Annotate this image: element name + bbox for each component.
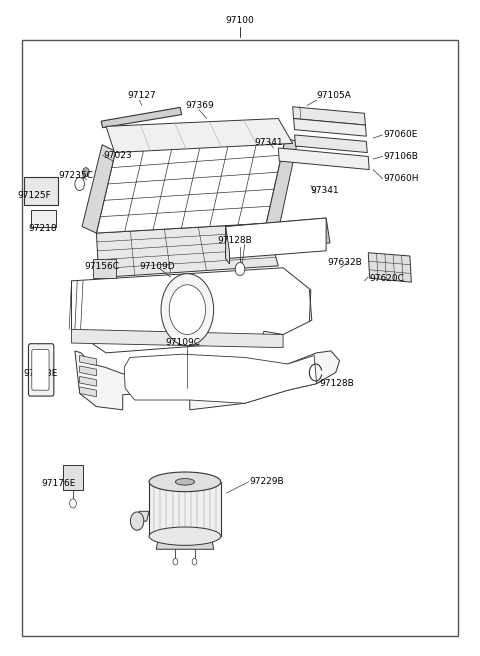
- Text: 97229B: 97229B: [250, 478, 284, 486]
- Text: 97341: 97341: [311, 186, 339, 195]
- Text: 97369: 97369: [185, 101, 214, 110]
- Text: 97109D: 97109D: [140, 262, 175, 271]
- Polygon shape: [106, 119, 293, 153]
- FancyBboxPatch shape: [22, 40, 458, 636]
- Polygon shape: [293, 107, 365, 125]
- Ellipse shape: [149, 472, 221, 491]
- Circle shape: [75, 177, 84, 190]
- Polygon shape: [82, 145, 116, 233]
- Text: 97105A: 97105A: [317, 91, 351, 100]
- Text: 97341: 97341: [254, 138, 283, 146]
- Polygon shape: [294, 119, 366, 136]
- Polygon shape: [72, 329, 283, 348]
- Text: 97127: 97127: [128, 91, 156, 100]
- Polygon shape: [96, 223, 278, 277]
- Circle shape: [131, 512, 144, 530]
- Circle shape: [70, 499, 76, 508]
- Polygon shape: [80, 387, 96, 397]
- Polygon shape: [278, 148, 369, 170]
- Polygon shape: [226, 226, 229, 264]
- FancyBboxPatch shape: [28, 344, 54, 396]
- Text: 97100: 97100: [226, 16, 254, 25]
- FancyBboxPatch shape: [24, 177, 58, 205]
- Text: 97060E: 97060E: [384, 131, 418, 139]
- Text: 97128B: 97128B: [319, 379, 354, 388]
- Polygon shape: [295, 135, 367, 153]
- Polygon shape: [368, 253, 411, 282]
- Text: 97125F: 97125F: [17, 192, 51, 200]
- Text: 97023: 97023: [104, 151, 132, 159]
- Circle shape: [169, 285, 205, 335]
- Text: 97620C: 97620C: [369, 274, 404, 283]
- FancyBboxPatch shape: [63, 466, 83, 490]
- Polygon shape: [75, 351, 339, 410]
- Polygon shape: [72, 268, 311, 353]
- Circle shape: [83, 168, 89, 176]
- Polygon shape: [137, 511, 149, 521]
- Polygon shape: [156, 536, 214, 549]
- Polygon shape: [80, 366, 96, 376]
- FancyBboxPatch shape: [93, 258, 116, 278]
- Circle shape: [235, 262, 245, 276]
- Text: 97632B: 97632B: [327, 258, 362, 267]
- FancyBboxPatch shape: [32, 350, 49, 390]
- Polygon shape: [80, 377, 96, 386]
- Polygon shape: [266, 138, 298, 226]
- Polygon shape: [124, 354, 317, 403]
- Text: 97108E: 97108E: [24, 369, 58, 379]
- Text: 97235C: 97235C: [58, 171, 93, 180]
- Text: 97060H: 97060H: [384, 174, 419, 183]
- Polygon shape: [96, 138, 286, 233]
- Circle shape: [192, 558, 197, 565]
- Text: 97128B: 97128B: [217, 236, 252, 245]
- Polygon shape: [101, 108, 181, 128]
- Text: 97156C: 97156C: [84, 262, 120, 271]
- Ellipse shape: [149, 527, 221, 545]
- Text: 97176E: 97176E: [41, 479, 76, 487]
- Polygon shape: [149, 482, 221, 536]
- Text: 97218: 97218: [28, 224, 57, 233]
- Ellipse shape: [175, 479, 194, 485]
- Text: 97106B: 97106B: [384, 152, 419, 161]
- Circle shape: [173, 558, 178, 565]
- FancyBboxPatch shape: [31, 210, 56, 226]
- Circle shape: [161, 274, 214, 346]
- Polygon shape: [226, 218, 326, 258]
- Polygon shape: [226, 218, 330, 251]
- Polygon shape: [80, 356, 96, 365]
- Text: 97109C: 97109C: [165, 338, 200, 347]
